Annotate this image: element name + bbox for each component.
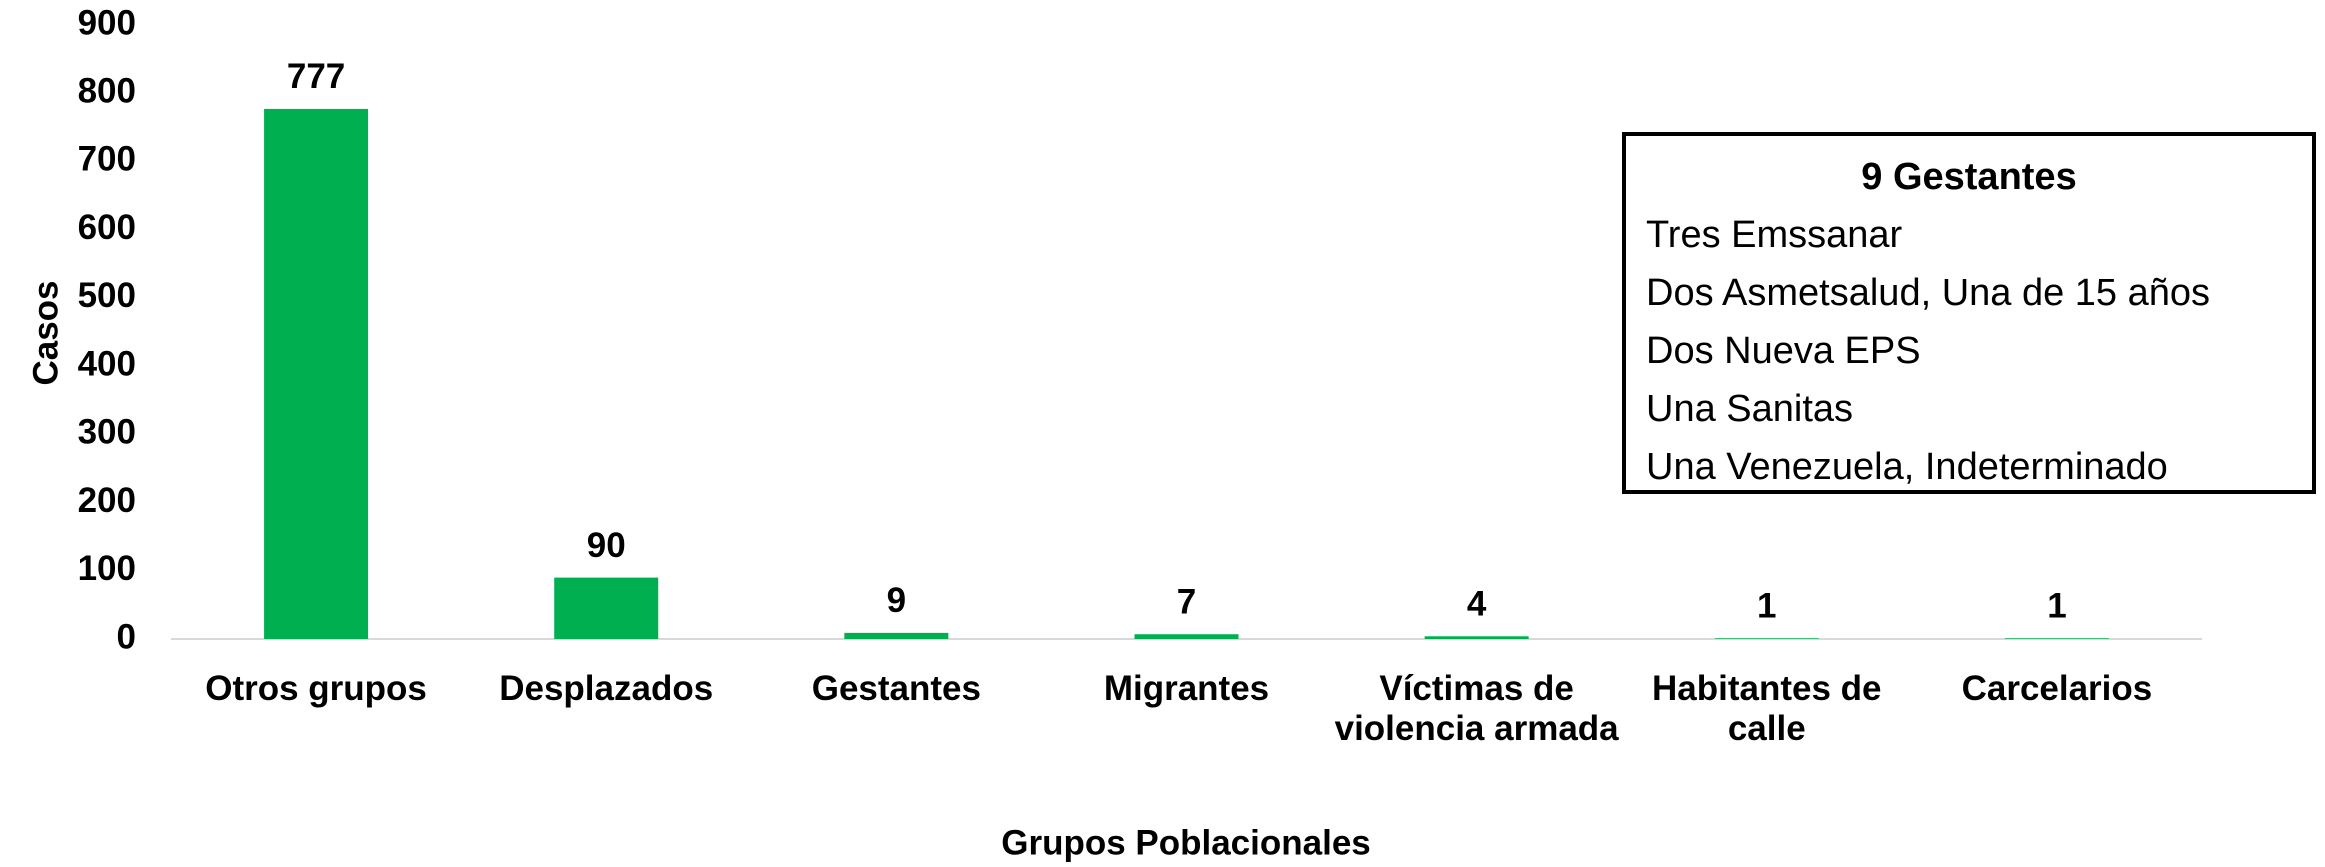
value-label: 1 — [2047, 587, 2066, 626]
annotation-line: Tres Emssanar — [1646, 214, 1903, 256]
x-tick-label: Desplazados — [499, 669, 714, 708]
bar — [554, 577, 659, 639]
annotation-line: Dos Asmetsalud, Una de 15 años — [1646, 272, 2211, 314]
value-label: 1 — [1757, 587, 1776, 626]
y-tick-label: 400 — [78, 344, 136, 383]
y-tick-label: 900 — [78, 3, 136, 42]
y-tick-label: 0 — [117, 617, 136, 656]
y-tick-label: 300 — [78, 413, 136, 452]
bar — [2004, 638, 2109, 639]
annotation-title: 9 Gestantes — [1861, 156, 2077, 198]
x-tick-label: Víctimas de violencia armada — [1334, 669, 1619, 748]
annotation-line: Una Sanitas — [1646, 388, 1854, 430]
y-tick-label: 600 — [78, 208, 136, 247]
bar — [1424, 636, 1529, 639]
y-tick-label: 100 — [78, 549, 136, 588]
value-label: 7 — [1177, 582, 1196, 621]
bar — [264, 108, 369, 639]
annotation-box: 9 Gestantes Tres Emssanar Dos Asmetsalud,… — [1622, 132, 2316, 494]
annotation-line: Dos Nueva EPS — [1646, 330, 1921, 372]
bar — [1134, 634, 1239, 639]
bar — [844, 632, 949, 639]
value-label: 4 — [1467, 585, 1487, 624]
value-label: 90 — [587, 526, 626, 565]
value-label: 9 — [887, 581, 906, 620]
x-tick-label: Carcelarios — [1961, 669, 2153, 708]
x-axis-title: Grupos Poblacionales — [1001, 823, 1371, 862]
annotation-line: Una Venezuela, Indeterminado — [1646, 446, 2168, 488]
bar — [1714, 638, 1819, 639]
x-tick-label: Gestantes — [811, 669, 981, 708]
y-axis-title: Casos — [26, 280, 65, 385]
x-tick-label: Otros grupos — [205, 669, 427, 708]
y-tick-label: 200 — [78, 481, 136, 520]
x-tick-label: Migrantes — [1103, 669, 1270, 708]
y-tick-label: 700 — [78, 140, 136, 179]
value-label: 777 — [287, 57, 345, 96]
x-tick-label: Habitantes de calle — [1652, 669, 1882, 748]
y-tick-label: 800 — [78, 71, 136, 110]
y-tick-label: 500 — [78, 276, 136, 315]
